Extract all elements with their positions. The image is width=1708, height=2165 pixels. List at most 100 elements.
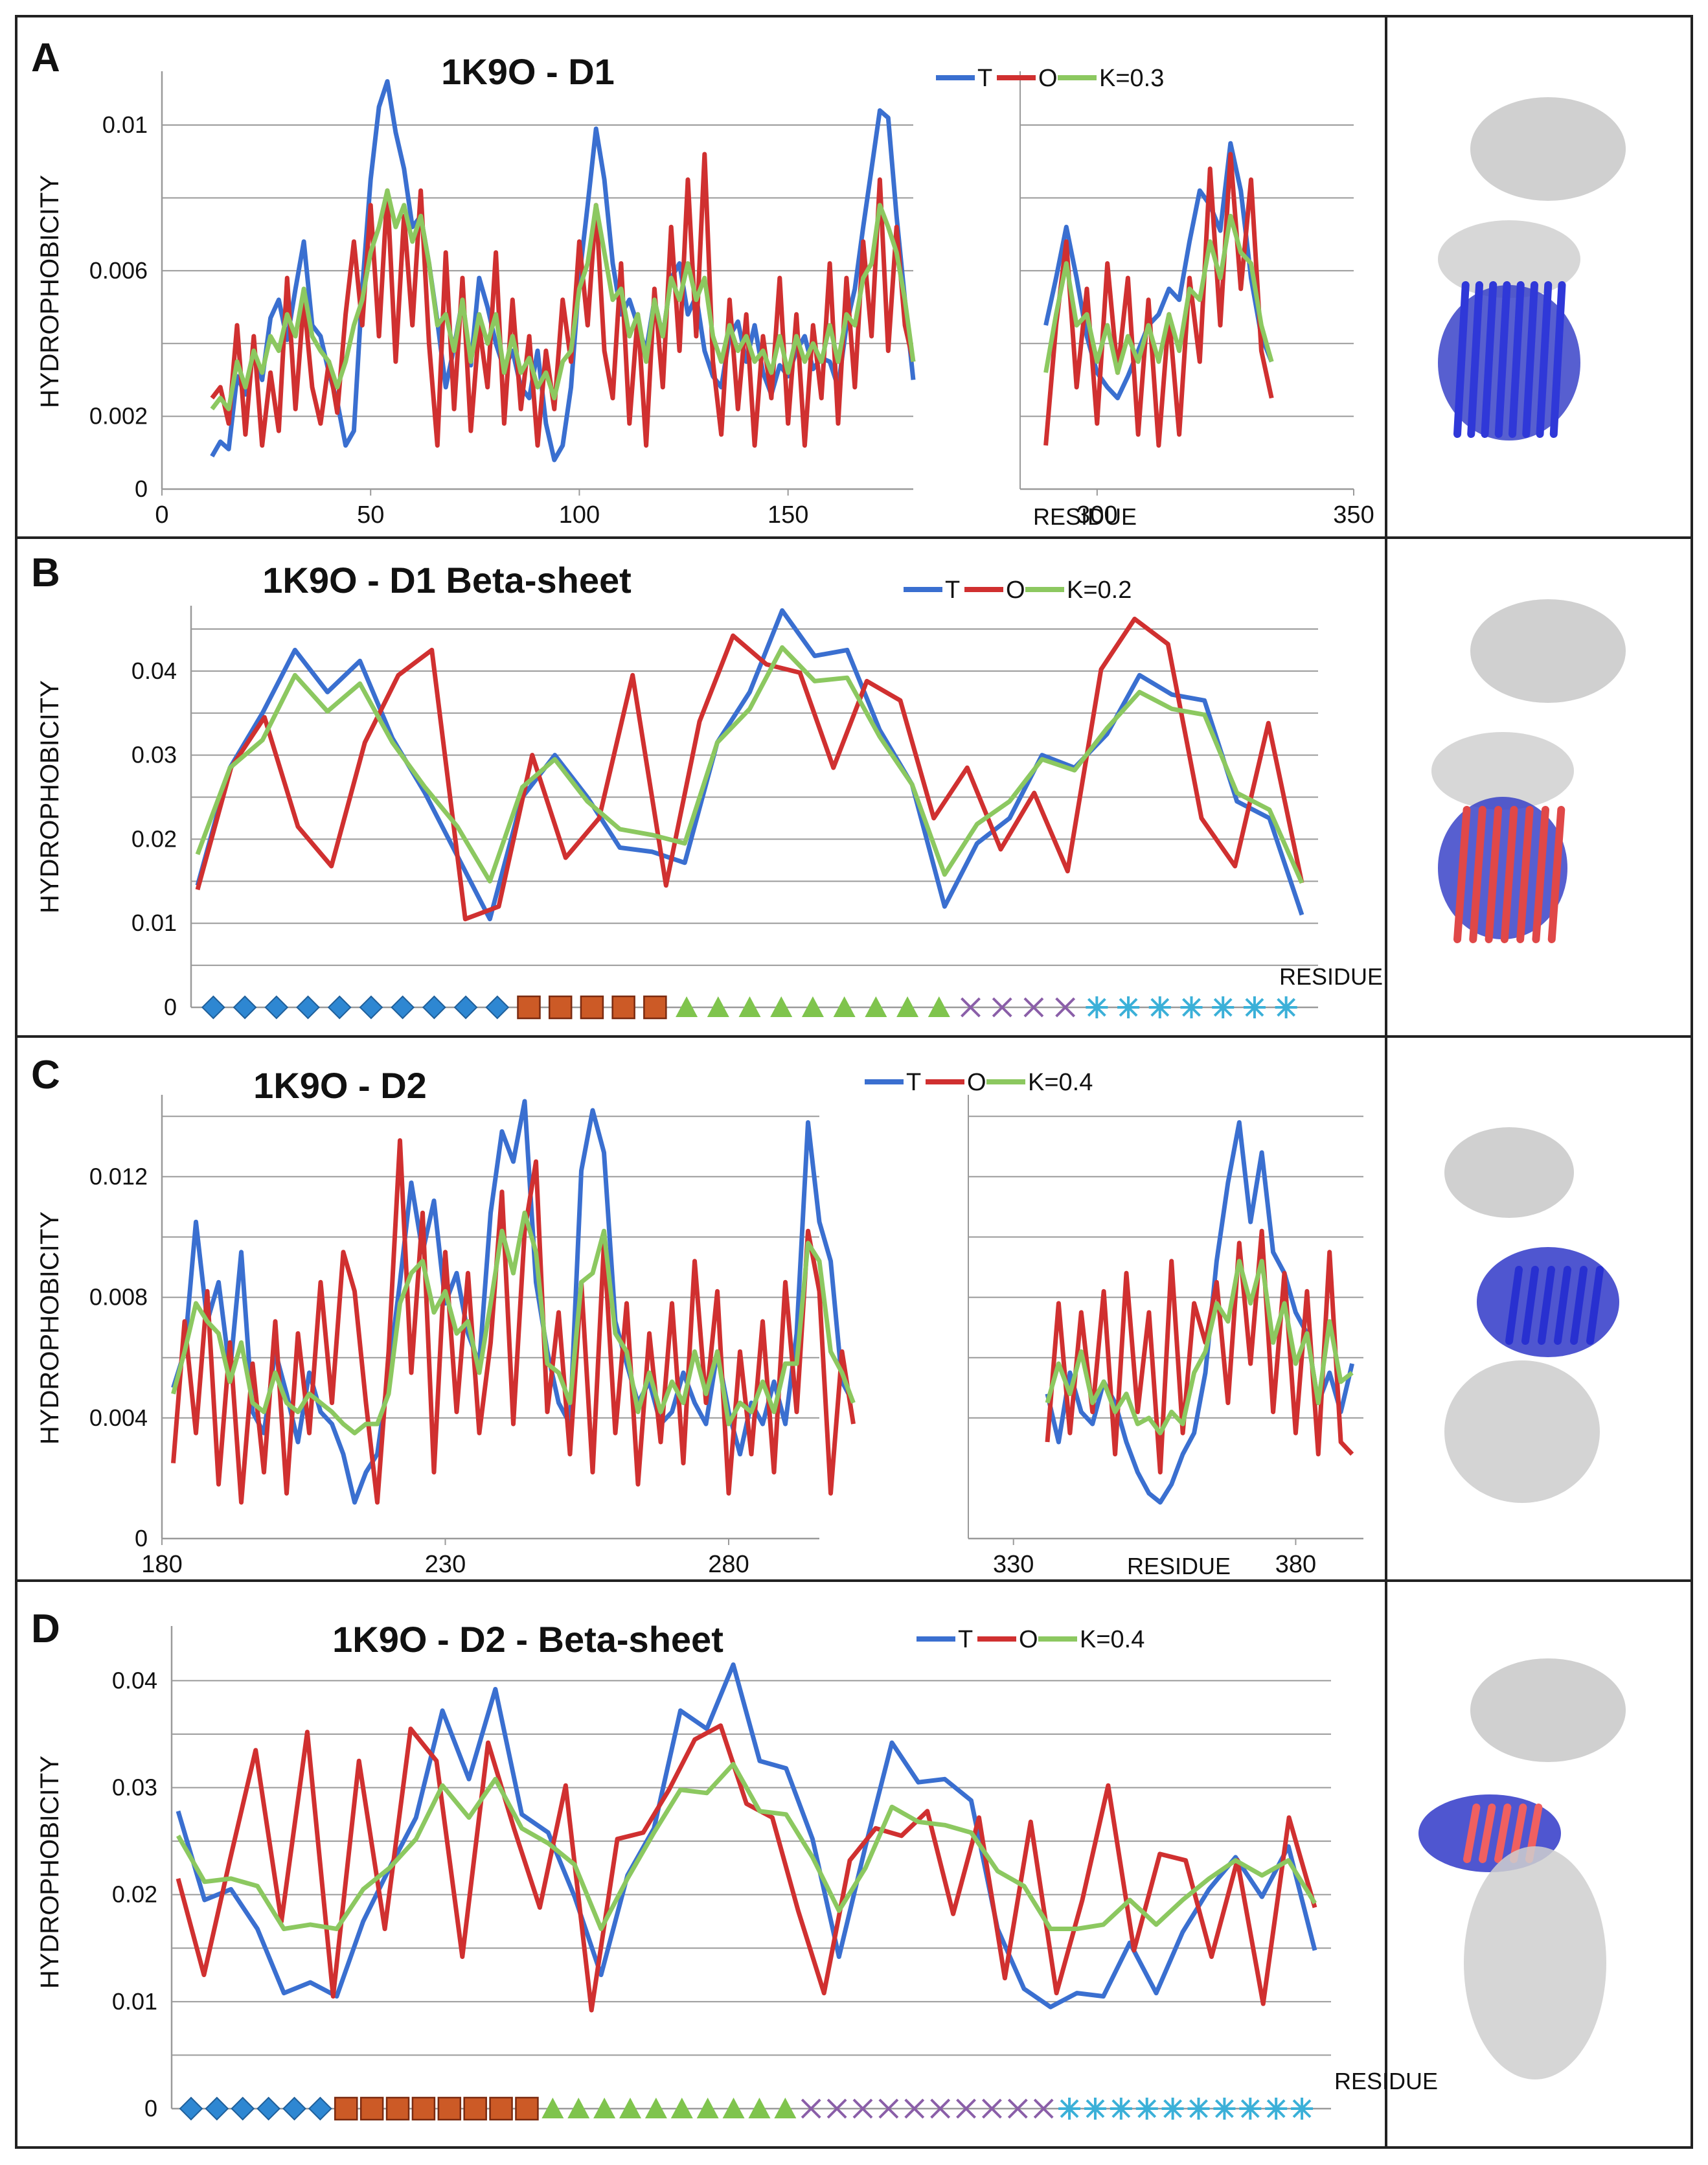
marker-diamond <box>327 995 352 1020</box>
marker-cross <box>826 2098 847 2119</box>
marker-star <box>1117 996 1140 1018</box>
marker-diamond <box>453 995 478 1020</box>
marker-diamond <box>391 995 415 1020</box>
y-tick-label: 0.012 <box>89 1163 148 1189</box>
structure-strand <box>1554 1266 1571 1345</box>
marker-diamond <box>201 995 225 1020</box>
structure-strand-red <box>1469 806 1486 943</box>
marker-triangle <box>865 996 887 1017</box>
series-line-K=0.3 <box>1043 214 1274 375</box>
marker-star <box>1110 2098 1132 2120</box>
structure-grey-domain <box>1438 220 1580 298</box>
series-line-T <box>171 1099 856 1505</box>
series-line-T <box>176 1662 1317 2010</box>
chart-title: 1K9O - D1 <box>441 51 615 92</box>
structure-strand-red <box>1463 1804 1481 1863</box>
marker-square <box>463 2096 487 2121</box>
structure-grey-domain <box>1444 1360 1600 1503</box>
marker-star <box>1084 2098 1106 2120</box>
y-tick-label: 0.004 <box>89 1404 148 1431</box>
y-tick-label: 0.04 <box>112 1667 157 1693</box>
marker-star <box>1187 2098 1210 2120</box>
structure-grey-domain <box>1470 97 1626 201</box>
x-tick-label: 300 <box>1076 501 1117 529</box>
structure-grey-domain <box>1470 599 1626 703</box>
structure-strand <box>1549 281 1566 438</box>
marker-star <box>1213 2098 1236 2120</box>
structure-strand <box>1586 1266 1604 1345</box>
marker-star <box>1058 2098 1081 2120</box>
structure-strand-red <box>1494 1804 1512 1863</box>
structure-strand-red <box>1485 806 1503 943</box>
y-tick-label: 0.01 <box>112 1988 157 2015</box>
marker-diamond <box>359 995 383 1020</box>
legend-label: O <box>1038 65 1058 92</box>
structure-strand <box>1481 281 1497 438</box>
marker-star <box>1275 996 1297 1018</box>
series-line-T <box>195 608 1304 922</box>
marker-triangle <box>644 2098 667 2118</box>
marker-diamond <box>205 2096 229 2121</box>
y-tick-label: 0.01 <box>131 910 177 936</box>
marker-triangle <box>833 996 856 1017</box>
legend-label: T <box>906 1069 921 1096</box>
y-tick-label: 0.008 <box>89 1284 148 1311</box>
y-axis-title: HYDROPHOBICITY <box>36 680 64 913</box>
legend-label: K=0.3 <box>1099 65 1164 92</box>
structure-strand <box>1509 281 1525 438</box>
marker-triangle <box>774 2098 797 2118</box>
series-line-O <box>176 1723 1317 2013</box>
y-tick-label: 0.04 <box>131 658 177 684</box>
marker-cross <box>1055 997 1076 1018</box>
x-tick-label: 0 <box>155 501 168 529</box>
series-line-O <box>1043 152 1274 448</box>
structure-grey-domain <box>1431 732 1574 810</box>
x-axis-title: RESIDUE <box>1033 503 1137 530</box>
x-tick-label: 230 <box>425 1551 466 1578</box>
x-tick-label: 100 <box>559 501 600 529</box>
marker-star <box>1265 2098 1288 2120</box>
panel-letter: B <box>31 551 60 595</box>
series-line-T <box>1045 1120 1355 1505</box>
marker-triangle <box>707 996 729 1017</box>
marker-cross <box>1007 2098 1028 2119</box>
x-tick-label: 150 <box>768 501 808 529</box>
marker-star <box>1239 2098 1262 2120</box>
x-tick-label: 330 <box>993 1551 1034 1578</box>
marker-triangle <box>770 996 793 1017</box>
legend-label: K=0.2 <box>1067 577 1132 604</box>
marker-square <box>643 995 667 1020</box>
y-tick-label: 0 <box>164 994 177 1020</box>
chart-title: 1K9O - D2 <box>253 1065 427 1106</box>
structure-strand-red <box>1453 806 1471 943</box>
marker-cross <box>904 2098 925 2119</box>
marker-triangle <box>928 996 950 1017</box>
marker-star <box>1180 996 1203 1018</box>
legend-label: T <box>958 1626 973 1653</box>
series-line-K=0.4 <box>1045 1259 1354 1436</box>
x-axis-title: RESIDUE <box>1127 1553 1231 1579</box>
marker-square <box>437 2096 462 2121</box>
structure-strand <box>1521 1266 1539 1345</box>
marker-triangle <box>748 2098 771 2118</box>
marker-star <box>1291 2098 1314 2120</box>
structure-strand <box>1467 281 1483 438</box>
marker-triangle <box>696 2098 719 2118</box>
marker-square <box>515 2096 539 2121</box>
marker-square <box>548 995 573 1020</box>
x-axis-title: RESIDUE <box>1279 963 1383 990</box>
y-tick-label: 0.01 <box>102 111 148 138</box>
marker-cross <box>878 2098 899 2119</box>
marker-star <box>1135 2098 1158 2120</box>
structure-grey-domain <box>1464 1846 1606 2079</box>
series-line-O <box>195 616 1304 922</box>
marker-star <box>1161 2098 1184 2120</box>
structure-strand <box>1536 281 1553 438</box>
marker-square <box>411 2096 436 2121</box>
y-axis-title: HYDROPHOBICITY <box>36 1756 64 1989</box>
marker-cross <box>1023 997 1044 1018</box>
marker-square <box>385 2096 410 2121</box>
chart-title: 1K9O - D2 - Beta-sheet <box>332 1619 723 1660</box>
marker-cross <box>1033 2098 1054 2119</box>
